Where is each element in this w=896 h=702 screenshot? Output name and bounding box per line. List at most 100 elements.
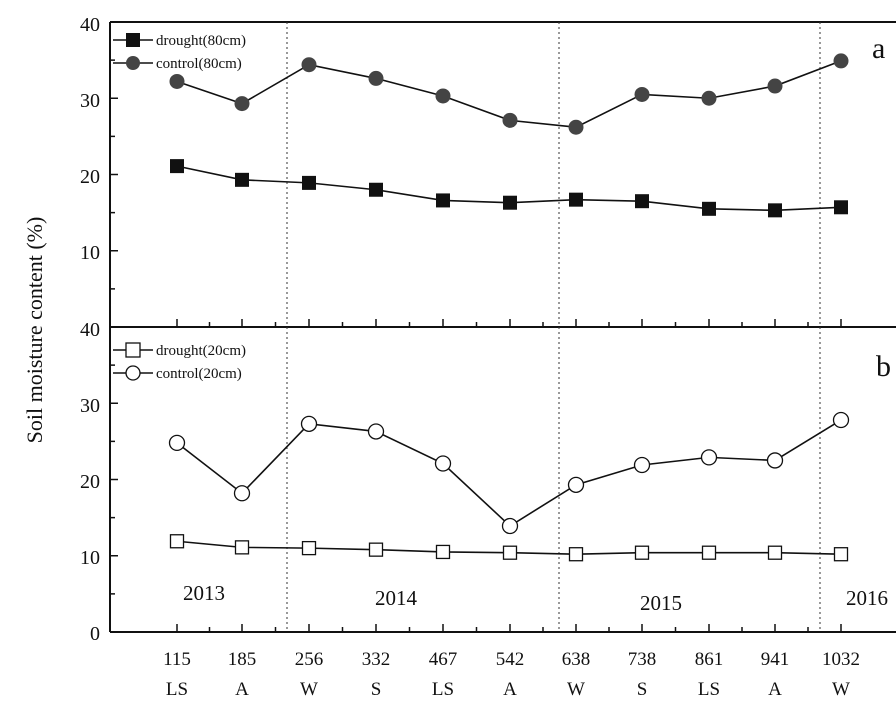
legend-label-drought-80: drought(80cm) [156, 33, 246, 49]
data-point [568, 119, 584, 135]
season-label: S [637, 679, 648, 700]
panel-a-series [169, 53, 849, 218]
category-labels: 115 185 256 332 467 542 638 738 861 941 1032 [163, 649, 860, 670]
data-point [834, 200, 848, 215]
data-point [501, 517, 519, 535]
season-label: A [235, 679, 249, 700]
panel-letter-b: b [876, 350, 891, 383]
data-point [234, 540, 250, 555]
panel-b-y-tick-20: 20 [80, 471, 100, 493]
panel-b-legend: drought(20cm) control(20cm) [113, 342, 246, 382]
data-point [301, 540, 317, 556]
panel-b-y-ticks [110, 326, 118, 633]
data-point [832, 411, 850, 429]
data-point [368, 70, 384, 86]
data-point [235, 172, 249, 187]
data-point [568, 547, 584, 562]
data-point [702, 201, 716, 216]
data-point [367, 423, 385, 440]
panel-a-x-ticks [176, 319, 842, 327]
data-point [169, 534, 185, 549]
year-label-2013: 2013 [183, 581, 225, 605]
season-label: S [371, 679, 382, 700]
data-point [435, 544, 451, 560]
data-point [233, 485, 251, 502]
data-point [369, 182, 383, 197]
panel-a-legend: drought(80cm) control(80cm) [113, 33, 246, 72]
data-point [833, 547, 849, 562]
category-label: 115 [163, 649, 191, 670]
data-point [634, 86, 650, 102]
panel-b-y-tick-labels: 0 10 20 30 [80, 395, 100, 645]
data-point [503, 195, 517, 210]
data-point [436, 193, 450, 208]
category-label: 738 [628, 649, 657, 670]
data-point [368, 542, 384, 557]
data-point [700, 449, 718, 466]
panel-a-y-tick-bottom-40: 40 [80, 319, 100, 341]
panel-b-x-ticks [176, 624, 842, 632]
data-point [502, 112, 518, 128]
year-label-2014: 2014 [375, 586, 418, 610]
season-label: A [768, 679, 782, 700]
season-label: W [300, 679, 318, 700]
data-point [569, 192, 583, 207]
year-label-2015: 2015 [640, 591, 682, 615]
data-point [768, 203, 782, 218]
legend-label-drought-20: drought(20cm) [156, 343, 246, 359]
data-point [634, 545, 650, 560]
panel-a-y-tick-40: 40 [80, 14, 100, 36]
category-label: 861 [695, 649, 724, 670]
category-label: 1032 [822, 649, 860, 670]
season-label: W [567, 679, 585, 700]
data-point [635, 194, 649, 209]
year-labels: 2013 2014 2015 2016 [183, 581, 888, 615]
category-label: 185 [228, 649, 257, 670]
data-point [169, 73, 185, 89]
panel-b-y-tick-0: 0 [90, 623, 100, 645]
category-label: 542 [496, 649, 525, 670]
panel-b-y-tick-10: 10 [80, 547, 100, 569]
year-separators [286, 22, 821, 632]
panel-a-y-tick-labels: 10 20 30 40 40 [80, 14, 100, 341]
legend-label-control-20: control(20cm) [156, 366, 242, 382]
category-label: 941 [761, 649, 790, 670]
panel-b-series [168, 411, 850, 562]
data-point [767, 78, 783, 94]
season-labels: LS A W S LS A W S LS A W [166, 679, 850, 700]
panel-a-y-tick-30: 30 [80, 90, 100, 112]
data-point [567, 476, 585, 493]
legend-marker-control-80 [126, 56, 140, 70]
year-label-2016: 2016 [846, 586, 888, 610]
data-point [767, 545, 783, 560]
panel-b-y-tick-30: 30 [80, 395, 100, 417]
data-point [435, 88, 451, 104]
season-label: A [503, 679, 517, 700]
panel-a-y-ticks [110, 21, 118, 328]
y-axis-title: Soil moisture content (%) [22, 217, 47, 444]
data-point [300, 415, 318, 432]
data-point [766, 452, 784, 469]
category-label: 256 [295, 649, 324, 670]
legend-marker-drought-20 [125, 342, 141, 358]
data-point [701, 545, 717, 560]
data-point [168, 434, 186, 452]
data-point [434, 455, 452, 472]
legend-marker-drought-80 [126, 33, 140, 47]
series-line [176, 419, 842, 528]
legend-marker-control-20 [125, 365, 141, 381]
data-point [502, 545, 518, 560]
season-label: LS [432, 679, 454, 700]
data-point [701, 90, 717, 106]
category-label: 467 [429, 649, 458, 670]
panel-a-y-tick-10: 10 [80, 242, 100, 264]
data-point [633, 456, 651, 474]
data-point [301, 57, 317, 73]
legend-label-control-80: control(80cm) [156, 56, 242, 72]
category-label: 332 [362, 649, 391, 670]
season-label: W [832, 679, 850, 700]
panel-letter-a: a [872, 32, 885, 65]
data-point [170, 159, 184, 174]
season-label: LS [698, 679, 720, 700]
